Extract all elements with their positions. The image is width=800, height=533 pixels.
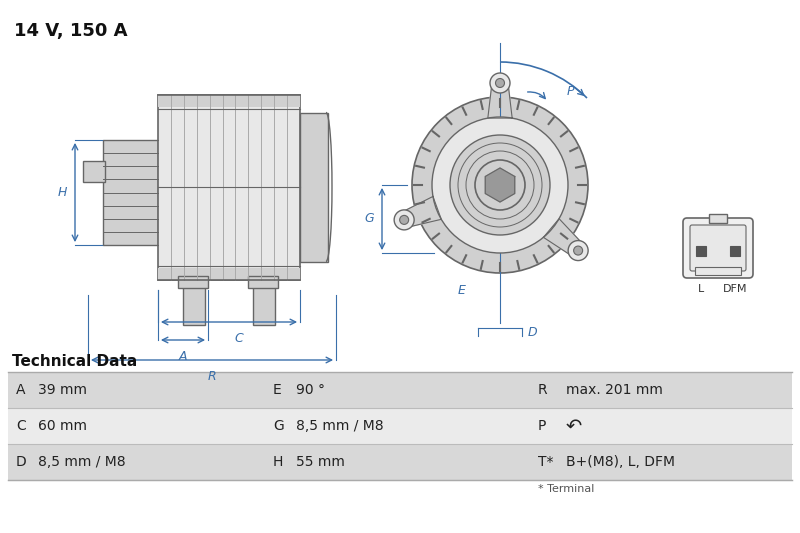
Polygon shape [486,168,514,202]
Text: G: G [364,213,374,225]
Circle shape [394,210,414,230]
Text: B+(M8), L, DFM: B+(M8), L, DFM [566,455,675,469]
Polygon shape [488,83,512,118]
Text: * Terminal: * Terminal [538,484,594,494]
Bar [158,268,300,280]
Bar [8,372,792,408]
Text: R: R [538,383,548,397]
Text: 39 mm: 39 mm [38,383,87,397]
Text: P: P [567,85,574,98]
Text: DFM: DFM [722,284,747,294]
Bar [253,280,275,325]
Text: R: R [208,370,216,383]
Circle shape [400,215,409,224]
Text: P: P [538,419,546,433]
Text: 60 mm: 60 mm [38,419,87,433]
Text: L: L [698,284,704,294]
Bar [8,408,792,444]
Circle shape [568,240,588,261]
Text: 8,5 mm / M8: 8,5 mm / M8 [38,455,126,469]
Circle shape [574,246,582,255]
Bar [696,246,706,256]
Circle shape [475,160,525,210]
Bar [8,444,792,480]
Text: 90 °: 90 ° [296,383,325,397]
Text: A: A [16,383,26,397]
Polygon shape [402,197,442,228]
Text: H: H [273,455,283,469]
Circle shape [450,135,550,235]
Text: Technical Data: Technical Data [12,354,138,369]
Bar [183,280,205,325]
Circle shape [490,73,510,93]
Polygon shape [543,219,583,257]
Bar [695,267,741,275]
Text: C: C [16,419,26,433]
Text: H: H [58,185,67,198]
Text: E: E [458,284,466,296]
Circle shape [432,117,568,253]
Bar [248,276,278,288]
Text: D: D [528,326,538,338]
Text: G: G [273,419,284,433]
Text: 55 mm: 55 mm [296,455,345,469]
Bar [158,95,300,107]
Text: max. 201 mm: max. 201 mm [566,383,663,397]
Bar [83,161,105,182]
Bar [730,246,740,256]
Bar [178,276,208,288]
Circle shape [412,97,588,273]
Text: D: D [16,455,26,469]
Circle shape [495,78,505,87]
Text: E: E [273,383,282,397]
FancyBboxPatch shape [683,218,753,278]
Bar [158,95,300,280]
Text: 14 V, 150 A: 14 V, 150 A [14,22,127,40]
Text: 8,5 mm / M8: 8,5 mm / M8 [296,419,384,433]
FancyBboxPatch shape [690,225,746,271]
Bar [709,214,727,223]
Text: ↶: ↶ [566,416,582,435]
Text: T*: T* [538,455,554,469]
Bar [300,113,328,262]
Bar [103,140,158,245]
Text: A: A [178,350,187,363]
Text: C: C [234,332,243,345]
